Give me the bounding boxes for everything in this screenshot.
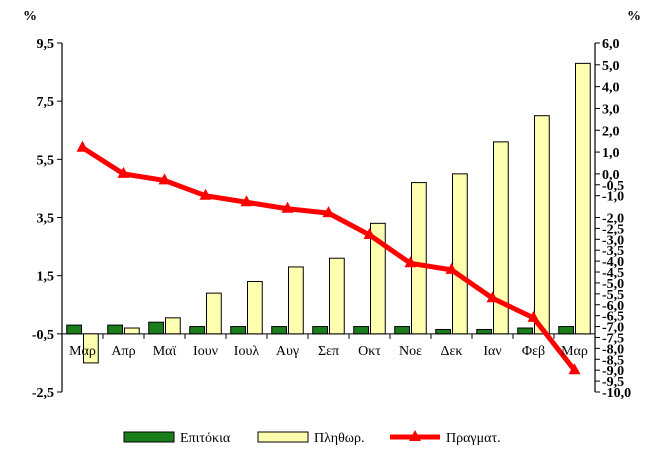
- legend: Επιτόκια Πληθωρ. Πραγματ.: [123, 430, 501, 446]
- inflation-bar: [206, 292, 222, 335]
- rate-bar: [312, 326, 328, 335]
- rate-bar: [230, 326, 247, 335]
- right-tick-label: -3,5: [602, 244, 624, 259]
- rate-bar: [353, 326, 369, 335]
- inflation-bar: [493, 141, 509, 335]
- real-rate-point: [486, 291, 499, 303]
- rate-bar: [66, 324, 82, 335]
- rate-bar: [189, 326, 206, 335]
- left-tick-label: -2,5: [32, 386, 54, 401]
- right-tick-label: -8,0: [602, 342, 624, 357]
- real-rate-point: [281, 201, 294, 213]
- category-label: Ιουν: [193, 344, 218, 359]
- legend-label-inflation: Πληθωρ.: [314, 431, 365, 446]
- inflation-bar: [370, 222, 386, 335]
- category-label: Μαϊ: [153, 344, 177, 359]
- real-rate-point: [199, 188, 212, 200]
- left-tick-label: 5,5: [37, 153, 55, 168]
- category-label: Νοε: [399, 344, 422, 359]
- left-tick-label: 9,5: [37, 37, 55, 52]
- real-rate-point: [527, 310, 540, 322]
- category-label: Αυγ: [276, 344, 299, 359]
- real-rate-point: [158, 173, 171, 185]
- rate-bar: [271, 326, 287, 335]
- tick-labels: 9,5 7,5 5,5 3,5 1,5 -0,5 -2,5 6,0 5,0 4,0 3,0 2,0 1,…: [32, 37, 631, 401]
- category-label: Μαρ: [69, 344, 96, 359]
- category-label: Οκτ: [358, 344, 381, 359]
- right-tick-label: -6,0: [602, 299, 624, 314]
- category-label: Φεβ: [522, 344, 545, 359]
- rate-bar: [558, 326, 574, 335]
- real-rate-point: [240, 195, 253, 207]
- real-rate-point: [568, 363, 581, 375]
- right-tick-label: -10,0: [602, 386, 631, 401]
- axes: [57, 42, 600, 393]
- inflation-bar: [575, 62, 591, 335]
- right-tick-label: -8,5: [602, 353, 624, 368]
- right-tick-label: -9,5: [602, 375, 624, 390]
- real-rate-point: [76, 140, 89, 152]
- right-tick-label: 4,0: [602, 81, 620, 96]
- category-label: Απρ: [111, 344, 135, 359]
- right-tick-label: -2,5: [602, 222, 624, 237]
- legend-swatch-rates: [123, 431, 175, 443]
- right-tick-label: -9,0: [602, 364, 624, 379]
- rate-bar: [394, 326, 410, 335]
- inflation-bar: [83, 333, 99, 364]
- legend-swatch-inflation: [257, 431, 309, 443]
- inflation-bar: [247, 280, 263, 335]
- rate-bar: [435, 328, 451, 335]
- left-tick-label: 3,5: [37, 212, 55, 227]
- right-tick-label: -1,0: [602, 190, 624, 205]
- inflation-bar: [452, 173, 468, 335]
- right-tick-label: -6,5: [602, 310, 624, 325]
- left-tick-label: -0,5: [32, 328, 54, 343]
- right-tick-label: 2,0: [602, 124, 620, 139]
- rate-bar: [476, 328, 492, 335]
- left-tick-label: 1,5: [37, 270, 55, 285]
- left-axis-unit: %: [23, 9, 37, 24]
- right-tick-label: 5,0: [602, 59, 620, 74]
- real-rate-line: [76, 140, 581, 375]
- right-tick-label: -5,0: [602, 277, 624, 292]
- rate-bar: [107, 324, 123, 335]
- right-tick-label: -4,0: [602, 255, 624, 270]
- right-tick-label: -7,0: [602, 321, 624, 336]
- legend-label-rates: Επιτόκια: [180, 431, 231, 446]
- category-label: Ιαν: [483, 344, 501, 359]
- real-rate-point: [445, 262, 458, 274]
- real-rate-point: [322, 206, 335, 218]
- bars: [66, 62, 591, 364]
- category-label: Δεκ: [441, 344, 463, 359]
- rate-bar: [517, 327, 533, 335]
- inflation-bar: [534, 115, 550, 335]
- category-label: Σεπ: [318, 344, 339, 359]
- legend-label-real: Πραγματ.: [446, 431, 501, 446]
- right-tick-label: 6,0: [602, 37, 620, 52]
- real-rate-point: [404, 256, 417, 268]
- right-tick-label: -5,5: [602, 288, 624, 303]
- category-label: Μαρ: [561, 344, 588, 359]
- right-tick-label: -4,5: [602, 266, 624, 281]
- right-tick-label: 3,0: [602, 102, 620, 117]
- legend-marker-real: [409, 430, 421, 441]
- real-rate-point: [117, 166, 130, 178]
- right-tick-label: -7,5: [602, 331, 624, 346]
- inflation-bar: [288, 266, 304, 335]
- left-tick-label: 7,5: [37, 95, 55, 110]
- real-rate-point: [363, 227, 376, 239]
- inflation-bar: [165, 317, 181, 335]
- category-label: Ιουλ: [234, 344, 260, 359]
- inflation-bar: [124, 327, 140, 335]
- right-tick-label: 1,0: [602, 146, 620, 161]
- right-tick-label: -3,0: [602, 233, 624, 248]
- right-tick-label: -2,0: [602, 212, 624, 227]
- inflation-bar: [329, 257, 345, 335]
- right-tick-label: 0,0: [602, 168, 620, 183]
- inflation-bar: [411, 182, 427, 335]
- rate-bar: [148, 321, 165, 335]
- right-tick-label: -0,5: [602, 179, 624, 194]
- right-axis-unit: %: [627, 9, 641, 24]
